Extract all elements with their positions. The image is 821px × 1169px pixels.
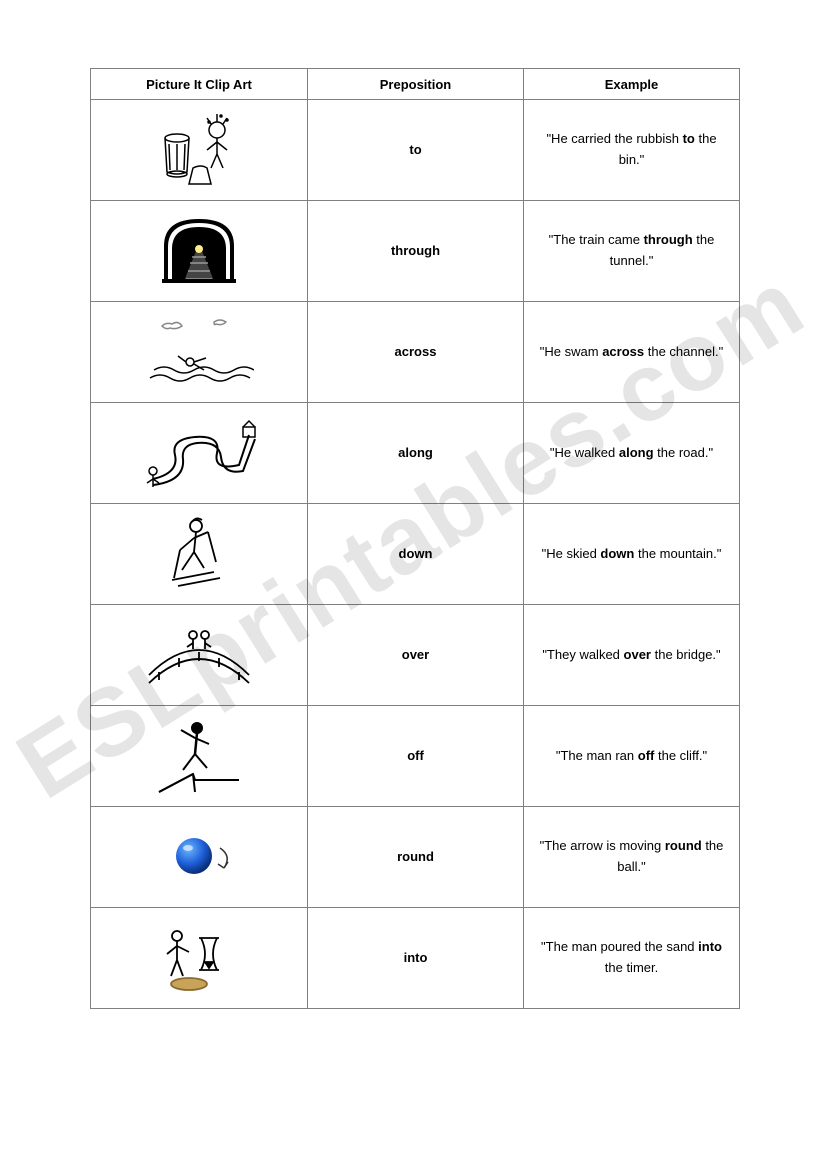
table-row: into"The man poured the sand into the ti… — [91, 908, 740, 1009]
preposition-text: through — [391, 243, 440, 258]
table-row: across"He swam across the channel." — [91, 302, 740, 403]
example-bold: down — [600, 546, 634, 561]
example-cell: "The man poured the sand into the timer. — [524, 908, 740, 1009]
example-cell: "He carried the rubbish to the bin." — [524, 100, 740, 201]
example-bold: across — [602, 344, 644, 359]
table-row: along"He walked along the road." — [91, 403, 740, 504]
example-before: "The train came — [549, 232, 644, 247]
preposition-cell: through — [308, 201, 524, 302]
clipart-cell — [91, 403, 308, 504]
example-cell: "The man ran off the cliff." — [524, 706, 740, 807]
example-before: "They walked — [542, 647, 623, 662]
cliff-icon — [99, 714, 299, 798]
preposition-cell: to — [308, 100, 524, 201]
example-cell: "He swam across the channel." — [524, 302, 740, 403]
preposition-cell: down — [308, 504, 524, 605]
example-cell: "The train came through the tunnel." — [524, 201, 740, 302]
example-bold: off — [638, 748, 655, 763]
example-cell: "He walked along the road." — [524, 403, 740, 504]
example-after: the cliff." — [654, 748, 707, 763]
example-before: "The man poured the sand — [541, 939, 698, 954]
table-row: through"The train came through the tunne… — [91, 201, 740, 302]
example-before: "He swam — [540, 344, 602, 359]
preposition-text: round — [397, 849, 434, 864]
preposition-cell: along — [308, 403, 524, 504]
example-cell: "The arrow is moving round the ball." — [524, 807, 740, 908]
example-after: the road." — [654, 445, 714, 460]
preposition-cell: into — [308, 908, 524, 1009]
header-preposition: Preposition — [308, 69, 524, 100]
preposition-text: into — [404, 950, 428, 965]
preposition-text: across — [395, 344, 437, 359]
road-icon — [99, 411, 299, 495]
bridge-icon — [99, 613, 299, 697]
header-clipart: Picture It Clip Art — [91, 69, 308, 100]
bin-icon — [99, 108, 299, 192]
ball-icon — [99, 815, 299, 899]
clipart-cell — [91, 201, 308, 302]
preposition-text: off — [407, 748, 424, 763]
ski-icon — [99, 512, 299, 596]
table-row: over"They walked over the bridge." — [91, 605, 740, 706]
preposition-text: to — [409, 142, 421, 157]
swim-icon — [99, 310, 299, 394]
example-before: "He carried the rubbish — [546, 131, 682, 146]
preposition-cell: round — [308, 807, 524, 908]
table-row: off"The man ran off the cliff." — [91, 706, 740, 807]
example-cell: "He skied down the mountain." — [524, 504, 740, 605]
example-bold: into — [698, 939, 722, 954]
preposition-text: along — [398, 445, 433, 460]
clipart-cell — [91, 605, 308, 706]
example-bold: over — [624, 647, 651, 662]
example-bold: along — [619, 445, 654, 460]
example-before: "The man ran — [556, 748, 638, 763]
example-after: the timer. — [605, 960, 658, 975]
preposition-cell: across — [308, 302, 524, 403]
preposition-cell: over — [308, 605, 524, 706]
preposition-text: down — [399, 546, 433, 561]
worksheet-page: Picture It Clip Art Preposition Example … — [0, 0, 821, 1009]
example-bold: through — [644, 232, 693, 247]
header-example: Example — [524, 69, 740, 100]
preposition-text: over — [402, 647, 429, 662]
tunnel-icon — [99, 209, 299, 293]
example-cell: "They walked over the bridge." — [524, 605, 740, 706]
timer-icon — [99, 916, 299, 1000]
example-after: the channel." — [644, 344, 723, 359]
table-header-row: Picture It Clip Art Preposition Example — [91, 69, 740, 100]
table-row: down"He skied down the mountain." — [91, 504, 740, 605]
example-before: "He walked — [550, 445, 619, 460]
preposition-cell: off — [308, 706, 524, 807]
example-bold: to — [683, 131, 695, 146]
example-bold: round — [665, 838, 702, 853]
prepositions-table: Picture It Clip Art Preposition Example … — [90, 68, 740, 1009]
example-after: the bridge." — [651, 647, 721, 662]
clipart-cell — [91, 100, 308, 201]
clipart-cell — [91, 807, 308, 908]
clipart-cell — [91, 706, 308, 807]
clipart-cell — [91, 504, 308, 605]
example-before: "The arrow is moving — [540, 838, 665, 853]
clipart-cell — [91, 302, 308, 403]
example-after: the mountain." — [634, 546, 721, 561]
example-before: "He skied — [542, 546, 601, 561]
table-row: to"He carried the rubbish to the bin." — [91, 100, 740, 201]
table-row: round"The arrow is moving round the ball… — [91, 807, 740, 908]
clipart-cell — [91, 908, 308, 1009]
